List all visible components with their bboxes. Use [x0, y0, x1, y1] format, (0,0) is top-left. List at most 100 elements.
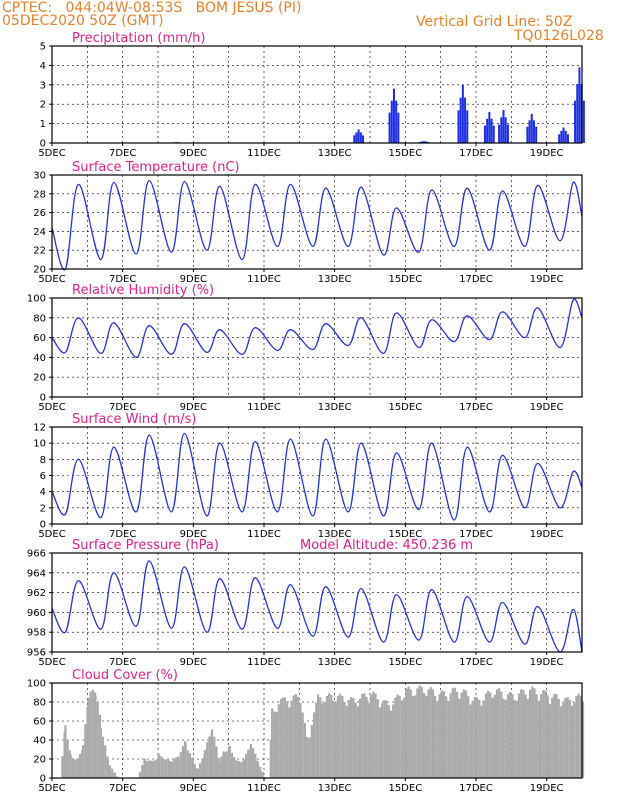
cloud-bar [376, 699, 379, 778]
cloud-bar [352, 698, 355, 778]
precip-panel: 0 1 2 3 4 5 5DEC 7DEC 9DEC 11DEC 13DEC 15DEC 17DEC 19… [38, 31, 585, 159]
cloud-bar [389, 710, 393, 778]
cloud-bar [146, 760, 149, 778]
rh-panel: 0 20 40 60 80 100 5DEC 7DEC 9DEC 11DEC 13DEC 15DEC 1… [27, 283, 583, 413]
cloud-bar [405, 688, 408, 778]
x-tick-label: 17DEC [459, 402, 493, 413]
cloud-bar [299, 704, 302, 778]
cloud-bar [158, 754, 161, 778]
x-tick-label: 17DEC [459, 783, 493, 794]
precip-bar [423, 141, 425, 143]
x-tick-label: 19DEC [530, 402, 564, 413]
cloud-bar [240, 761, 243, 778]
cloud-bar [374, 693, 377, 778]
cloud-panel: 0 20 40 60 80 100 5DEC 7DEC 9DEC 11DEC 13DEC 15DEC 1… [27, 668, 585, 794]
cloud-bar [495, 689, 499, 778]
x-tick-label: 11DEC [247, 274, 281, 285]
x-tick-label: 15DEC [388, 274, 422, 285]
precip-bar [397, 112, 400, 143]
cloud-bar [319, 697, 322, 778]
y-tick-label: 4 [40, 61, 46, 72]
x-tick-label: 5DEC [38, 402, 65, 413]
cloud-bar [306, 742, 309, 778]
x-tick-label: 15DEC [388, 657, 422, 668]
y-tick-label: 0 [40, 139, 46, 150]
cloud-bar [517, 693, 521, 778]
cloud-bar [555, 694, 558, 778]
precip-bar [395, 100, 398, 143]
y-tick-label: 22 [33, 246, 46, 257]
x-tick-label: 13DEC [318, 783, 352, 794]
cloud-bar [489, 692, 492, 778]
grid-line-note: Vertical Grid Line: 50Z [416, 14, 573, 30]
cloud-bar [434, 695, 437, 778]
cloud-bar [184, 742, 187, 778]
cloud-bar [529, 689, 532, 778]
x-tick-label: 5DEC [38, 529, 65, 540]
cloud-bar [548, 704, 552, 778]
cloud-bar [213, 736, 216, 778]
cloud-bar [418, 685, 421, 778]
x-tick-label: 7DEC [109, 148, 136, 159]
cloud-bar [462, 689, 465, 778]
cloud-bar [498, 688, 501, 778]
cloud-bar [228, 746, 231, 778]
y-tick-label: 60 [33, 717, 46, 728]
y-tick-label: 5 [40, 42, 46, 53]
x-tick-label: 7DEC [109, 402, 136, 413]
cloud-bar [160, 756, 163, 778]
cloud-bar [220, 756, 223, 778]
x-tick-label: 15DEC [388, 402, 422, 413]
y-tick-label: 960 [27, 608, 46, 619]
precip-bar [490, 118, 493, 143]
cloud-bar [84, 724, 87, 778]
y-tick-label: 100 [27, 679, 46, 690]
y-tick-label: 0 [40, 520, 46, 531]
x-tick-label: 7DEC [109, 274, 136, 285]
y-tick-label: 2 [40, 100, 46, 111]
cloud-bar [196, 768, 200, 778]
rh-title: Relative Humidity (%) [72, 283, 214, 298]
cloud-bar [294, 693, 298, 778]
cloud-frame [51, 682, 583, 779]
y-tick-label: 962 [27, 588, 46, 599]
precip-bar [500, 117, 503, 143]
cloud-bar [403, 697, 406, 778]
cloud-bar [233, 757, 236, 778]
precip-bar [466, 110, 469, 143]
cloud-bar [471, 700, 474, 778]
precip-bar [564, 130, 567, 143]
precip-bar [498, 124, 501, 143]
x-tick-label: 17DEC [459, 529, 493, 540]
x-tick-label: 7DEC [109, 783, 136, 794]
cloud-title: Cloud Cover (%) [72, 668, 178, 683]
cloud-bar [476, 697, 479, 778]
cloud-bar [544, 690, 547, 778]
cloud-bar [341, 695, 344, 778]
cloud-bar [99, 728, 102, 778]
x-tick-label: 5DEC [38, 657, 65, 668]
y-tick-label: 956 [27, 648, 46, 659]
cloud-bar [153, 760, 156, 778]
cloud-bar [148, 760, 151, 778]
cloud-bar [370, 694, 373, 778]
wind-panel: 0 2 4 6 8 10 12 5DEC 7DEC 9DEC 11DEC 13DEC 15DEC 17DE… [33, 412, 583, 540]
cloud-bar [61, 756, 64, 778]
cloud-bar [473, 697, 476, 778]
cloud-bar [440, 690, 443, 778]
cloud-bar [453, 687, 457, 778]
cloud-bar [141, 765, 144, 778]
cloud-bar [174, 757, 177, 778]
cloud-bar [487, 690, 490, 778]
cloud-bar [579, 695, 582, 778]
cloud-bar [155, 759, 158, 778]
cloud-bar [208, 736, 211, 778]
cloud-bar [577, 693, 580, 778]
cloud-bar [350, 696, 353, 778]
cloud-bar [78, 753, 82, 778]
cloud-bar [358, 698, 362, 778]
y-tick-label: 0 [40, 393, 46, 404]
cloud-bar [581, 701, 585, 778]
cloud-bar [321, 703, 324, 778]
